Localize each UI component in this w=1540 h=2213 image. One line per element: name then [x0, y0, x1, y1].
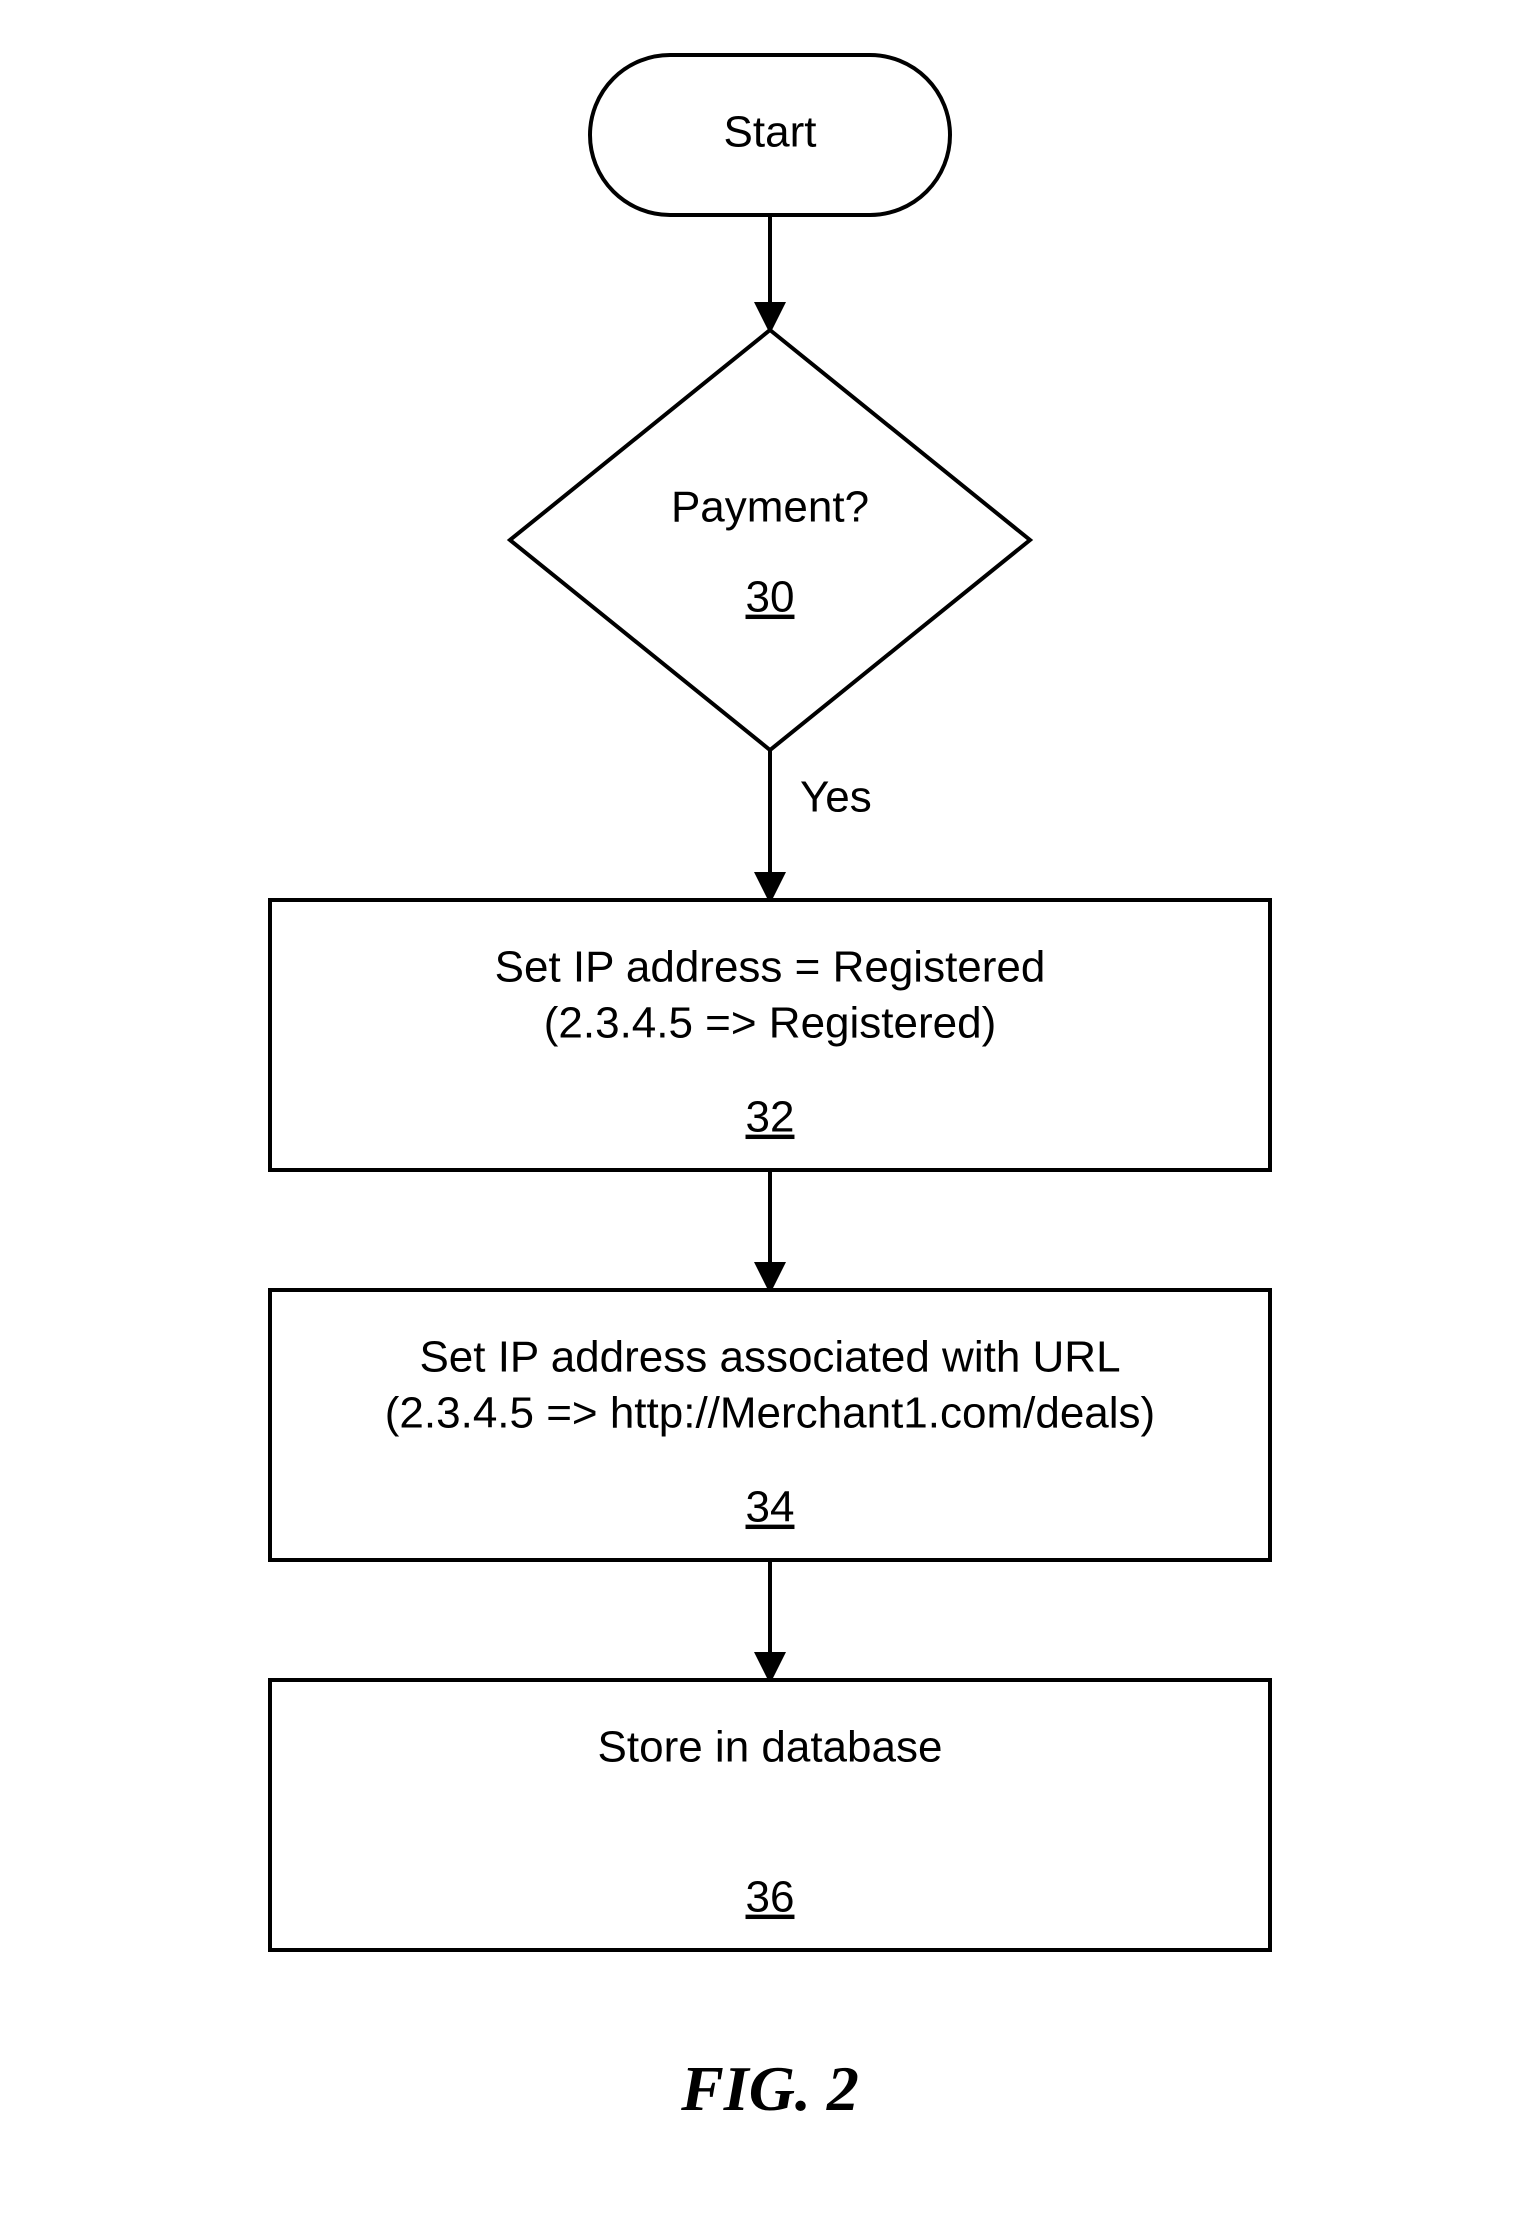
- figure-caption: FIG. 2: [680, 2053, 859, 2124]
- node-set_reg: Set IP address = Registered (2.3.4.5 => R…: [270, 900, 1270, 1170]
- node-set_url-line-1: (2.3.4.5 => http://Merchant1.com/deals): [385, 1389, 1155, 1438]
- node-payment-ref: 30: [746, 573, 795, 622]
- node-set_url-line-0: Set IP address associated with URL: [419, 1333, 1120, 1382]
- node-store: Store in database 36: [270, 1680, 1270, 1950]
- node-store-line-0: Store in database: [598, 1723, 943, 1772]
- flowchart-canvas: Yes Start Payment? 30 Set IP address = Regi…: [0, 0, 1540, 2213]
- node-set_reg-line-1: (2.3.4.5 => Registered): [544, 999, 996, 1048]
- node-payment-label: Payment?: [671, 483, 869, 532]
- node-set_url-ref: 34: [746, 1483, 795, 1532]
- edge-label-yes: Yes: [800, 773, 872, 822]
- node-start: Start: [590, 55, 950, 215]
- node-payment: Payment? 30: [510, 330, 1030, 750]
- node-set_url: Set IP address associated with URL (2.3.4…: [270, 1290, 1270, 1560]
- node-set_reg-ref: 32: [746, 1093, 795, 1142]
- node-store-ref: 36: [746, 1873, 795, 1922]
- node-set_reg-line-0: Set IP address = Registered: [495, 943, 1046, 992]
- node-start-label: Start: [724, 108, 817, 157]
